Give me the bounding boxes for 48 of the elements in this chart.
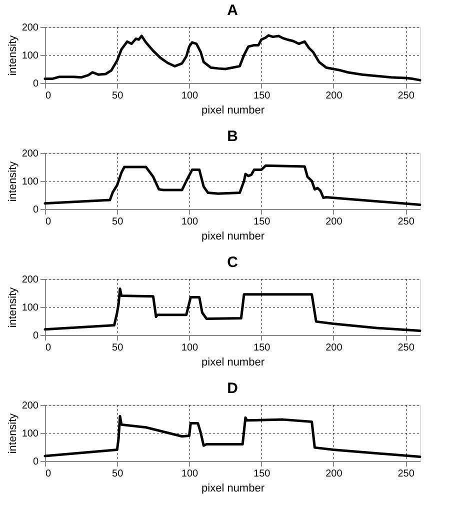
y-tick-label: 0 — [32, 204, 39, 216]
y-tick-label: 0 — [32, 330, 39, 342]
x-tick-label: 200 — [326, 342, 343, 354]
y-tick-label: 200 — [22, 400, 39, 412]
x-axis-title: pixel number — [202, 230, 265, 242]
chart-title: D — [227, 380, 238, 397]
x-tick-label: 250 — [398, 468, 415, 480]
y-tick-label: 100 — [22, 176, 39, 188]
x-tick-label: 200 — [326, 468, 343, 480]
y-axis-title: intensity — [6, 412, 19, 454]
x-tick-label: 200 — [326, 216, 343, 228]
x-tick-label: 200 — [326, 90, 343, 102]
x-tick-label: 100 — [181, 216, 199, 228]
y-tick-label: 100 — [22, 428, 39, 440]
y-axis-title: intensity — [6, 160, 19, 202]
x-tick-label: 0 — [46, 216, 52, 228]
x-tick-label: 100 — [181, 90, 199, 102]
x-axis-title: pixel number — [202, 356, 265, 368]
x-tick-label: 250 — [398, 216, 415, 228]
y-axis-title: intensity — [6, 34, 19, 76]
chart-title: B — [227, 128, 238, 145]
y-tick-label: 100 — [22, 302, 39, 314]
y-tick-label: 200 — [22, 22, 39, 34]
x-tick-label: 0 — [46, 468, 52, 480]
x-tick-label: 50 — [112, 468, 124, 480]
y-tick-label: 200 — [22, 274, 39, 286]
x-tick-label: 250 — [398, 90, 415, 102]
y-tick-label: 200 — [22, 148, 39, 160]
x-tick-label: 100 — [181, 468, 199, 480]
x-tick-label: 150 — [254, 342, 271, 354]
y-tick-label: 100 — [22, 50, 39, 62]
y-tick-label: 0 — [32, 456, 39, 468]
x-axis-title: pixel number — [202, 104, 265, 116]
x-tick-label: 50 — [112, 342, 124, 354]
chart-title: C — [227, 254, 238, 271]
x-tick-label: 100 — [181, 342, 199, 354]
x-axis-title: pixel number — [202, 482, 265, 494]
y-tick-label: 0 — [32, 78, 39, 90]
x-tick-label: 0 — [46, 90, 52, 102]
x-tick-label: 150 — [254, 216, 271, 228]
y-axis-title: intensity — [6, 286, 19, 328]
x-tick-label: 0 — [46, 342, 52, 354]
x-tick-label: 250 — [398, 342, 415, 354]
x-tick-label: 50 — [112, 216, 124, 228]
x-tick-label: 150 — [254, 90, 271, 102]
x-tick-label: 150 — [254, 468, 271, 480]
chart-title: A — [227, 2, 238, 19]
x-tick-label: 50 — [112, 90, 124, 102]
